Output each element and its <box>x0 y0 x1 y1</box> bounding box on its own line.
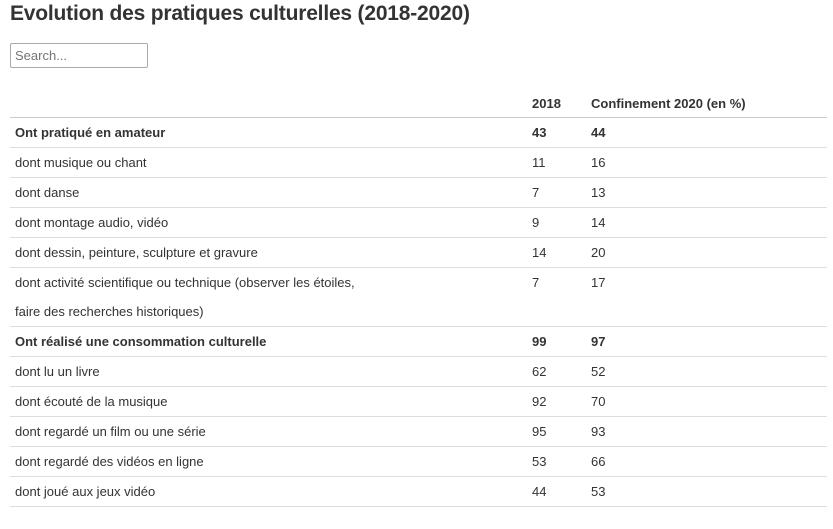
row-label: Ont pratiqué en amateur <box>15 125 166 140</box>
value-2018: 92 <box>532 394 547 409</box>
value-2020: 13 <box>591 185 606 200</box>
row-label: dont regardé des vidéos en ligne <box>15 454 204 469</box>
row-label: dont montage audio, vidéo <box>15 215 169 230</box>
search-input[interactable] <box>10 43 148 68</box>
value-2018: 99 <box>532 334 547 349</box>
value-2020: 97 <box>591 334 606 349</box>
row-label: dont danse <box>15 185 80 200</box>
table-row: Ont pratiqué en amateur 43 44 <box>10 118 827 148</box>
table-row: Ont réalisé une consommation culturelle 9… <box>10 327 827 357</box>
value-2020: 16 <box>591 155 606 170</box>
page-title: Evolution des pratiques culturelles (201… <box>10 2 470 25</box>
table-row: dont musique ou chant 11 16 <box>10 148 827 178</box>
row-label: dont musique ou chant <box>15 155 147 170</box>
value-2020: 14 <box>591 215 606 230</box>
value-2018: 44 <box>532 484 547 499</box>
table-row: dont montage audio, vidéo 9 14 <box>10 208 827 238</box>
table-row: dont lu un livre 62 52 <box>10 357 827 387</box>
table-row: dont dessin, peinture, sculpture et grav… <box>10 238 827 268</box>
column-header-2018[interactable]: 2018 <box>532 95 561 111</box>
table-row: dont regardé des vidéos en ligne 53 66 <box>10 447 827 477</box>
value-2020: 17 <box>591 275 606 290</box>
table-row: dont joué aux jeux vidéo 44 53 <box>10 477 827 507</box>
value-2018: 9 <box>532 215 540 230</box>
value-2018: 7 <box>532 275 540 290</box>
value-2018: 11 <box>532 155 546 170</box>
value-2020: 53 <box>591 484 606 499</box>
row-label: dont lu un livre <box>15 364 100 379</box>
table-row: dont activité scientifique ou technique … <box>10 268 827 327</box>
value-2018: 43 <box>532 125 547 140</box>
value-2020: 52 <box>591 364 606 379</box>
table-row: dont regardé un film ou une série 95 93 <box>10 417 827 447</box>
value-2018: 95 <box>532 424 547 439</box>
table-header-row: 2018 Confinement 2020 (en %) <box>10 89 827 118</box>
row-label: dont écouté de la musique <box>15 394 168 409</box>
row-label: dont dessin, peinture, sculpture et grav… <box>15 245 258 260</box>
row-label: dont activité scientifique ou technique … <box>15 275 355 319</box>
row-label: dont joué aux jeux vidéo <box>15 484 156 499</box>
value-2018: 62 <box>532 364 547 379</box>
data-table: 2018 Confinement 2020 (en %) Ont pratiqu… <box>10 89 827 507</box>
row-label: Ont réalisé une consommation culturelle <box>15 334 267 349</box>
column-header-2020[interactable]: Confinement 2020 (en %) <box>591 95 746 111</box>
value-2018: 53 <box>532 454 547 469</box>
value-2020: 93 <box>591 424 606 439</box>
value-2020: 66 <box>591 454 606 469</box>
row-label: dont regardé un film ou une série <box>15 424 206 439</box>
table-row: dont écouté de la musique 92 70 <box>10 387 827 417</box>
table-row: dont danse 7 13 <box>10 178 827 208</box>
value-2018: 7 <box>532 185 540 200</box>
value-2020: 20 <box>591 245 606 260</box>
value-2020: 44 <box>591 125 606 140</box>
value-2020: 70 <box>591 394 606 409</box>
value-2018: 14 <box>532 245 547 260</box>
